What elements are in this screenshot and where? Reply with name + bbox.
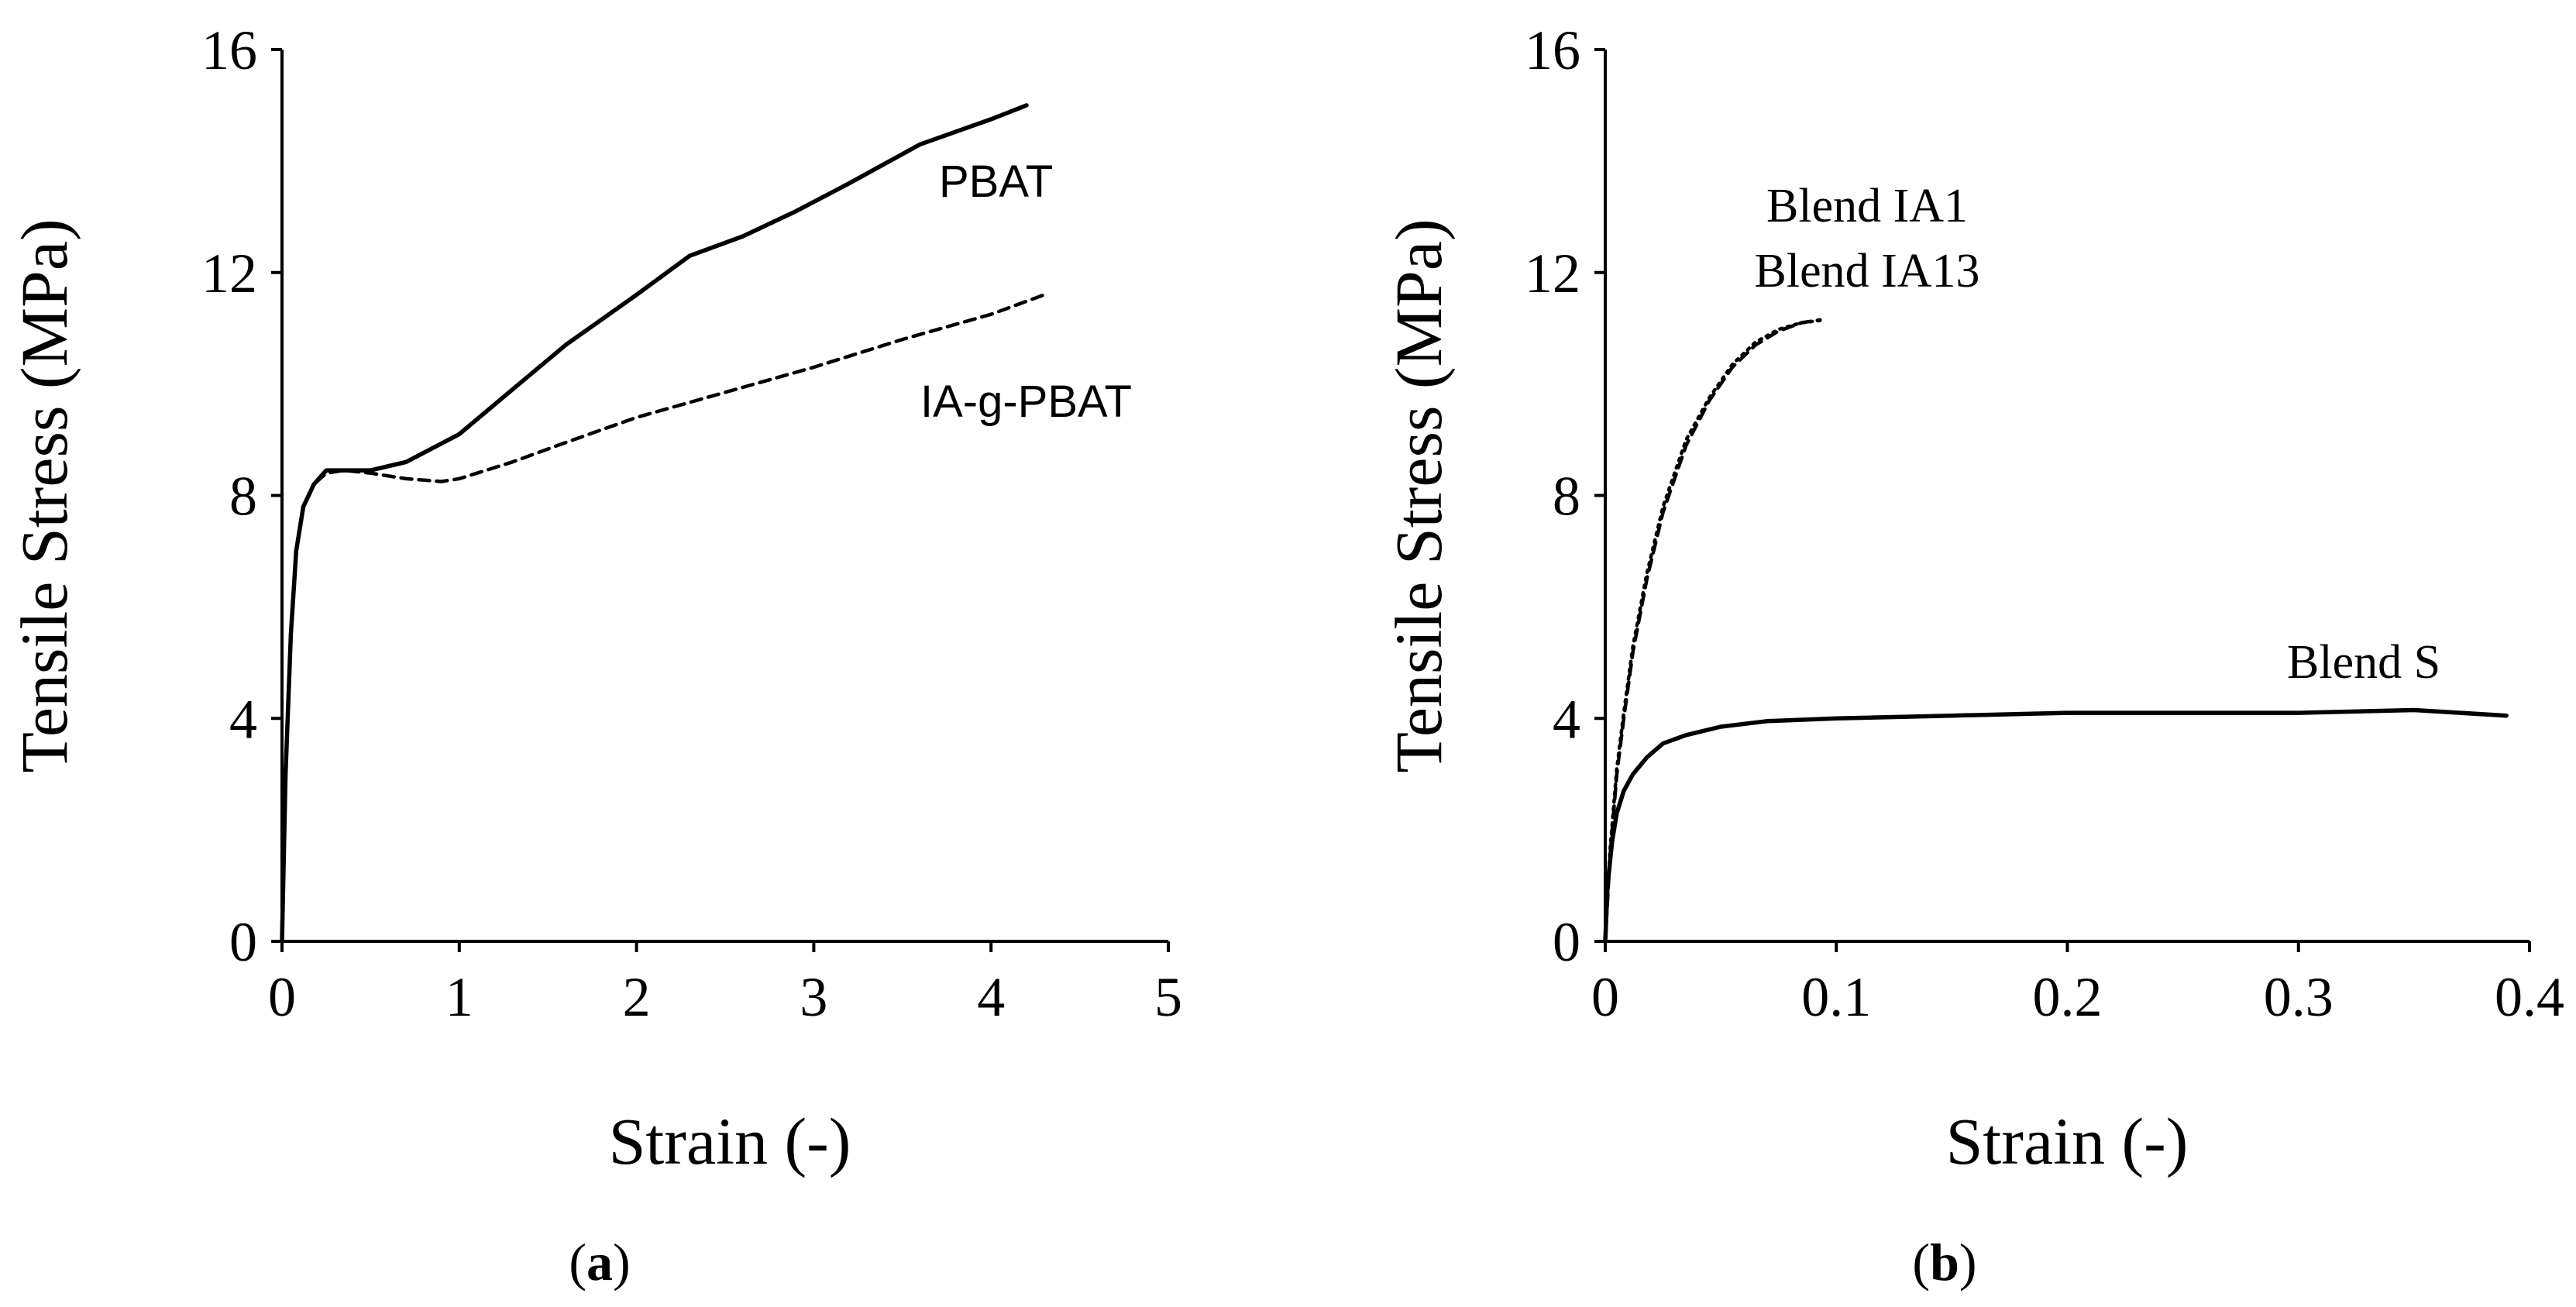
series-label-pbat: PBAT	[939, 156, 1053, 207]
panel-a-y-tick-label: 12	[201, 242, 257, 304]
series-line-blend-s	[1603, 707, 2509, 944]
panel-b-x-tick-label: 0	[1591, 966, 1619, 1028]
panel-b-y-tick-label: 16	[1525, 19, 1580, 81]
panel-a-y-tick-label: 16	[201, 19, 257, 81]
panel-b: 0 0.1 0.2 0.3 0.4 0 4 8 12 16 Tensile Stress (MPa…	[1381, 19, 2564, 1292]
series-line-pbat	[280, 103, 1029, 944]
panel-b-y-tick-label: 12	[1525, 242, 1580, 304]
panel-b-y-tick-label: 0	[1553, 911, 1580, 973]
series-label-blend-ia13: Blend IA13	[1754, 245, 1979, 298]
panel-a-label: (a)	[569, 1233, 630, 1292]
panel-b-x-tick-label: 0.4	[2495, 966, 2564, 1028]
panel-b-y-tick-label: 4	[1553, 688, 1580, 750]
series-label-blend-s: Blend S	[2287, 636, 2440, 689]
panel-a-y-tick-label: 8	[229, 466, 257, 528]
panel-a-y-tick-label: 4	[229, 688, 257, 750]
series-label-ia-g-pbat: IA-g-PBAT	[920, 377, 1132, 427]
panel-b-x-tick-label: 0.1	[1801, 966, 1871, 1028]
panel-b-ticks: 0 0.1 0.2 0.3 0.4 0 4 8 12 16	[1525, 19, 2564, 1028]
panel-b-series	[1603, 318, 2509, 944]
panel-a-x-tick-label: 0	[268, 966, 296, 1028]
panel-a-label-open-paren: (	[569, 1233, 586, 1292]
panel-b-x-tick-label: 0.3	[2264, 966, 2334, 1028]
panel-b-x-tick-label: 0.2	[2033, 966, 2103, 1028]
panel-b-label-open-paren: (	[1912, 1233, 1930, 1292]
panel-a-x-tick-label: 5	[1154, 966, 1182, 1028]
panel-b-label-close-paren: )	[1959, 1233, 1977, 1292]
panel-a-y-tick-label: 0	[229, 911, 257, 973]
series-line-blend-ia13	[1603, 318, 1827, 944]
panel-b-label-letter: b	[1930, 1233, 1959, 1292]
panel-a-x-tick-label: 4	[977, 966, 1005, 1028]
panel-a-x-tick-label: 3	[800, 966, 827, 1028]
panel-a-x-axis-title: Strain (-)	[609, 1104, 851, 1178]
panel-a-x-tick-label: 1	[445, 966, 473, 1028]
panel-b-label: (b)	[1912, 1233, 1976, 1292]
series-label-blend-ia1: Blend IA1	[1766, 180, 1968, 232]
panel-a-label-close-paren: )	[613, 1233, 631, 1292]
panel-b-y-tick-label: 8	[1553, 466, 1580, 528]
panel-a-y-axis-title: Tensile Stress (MPa)	[7, 218, 81, 772]
panel-a-x-tick-label: 2	[623, 966, 651, 1028]
panel-b-y-axis-title: Tensile Stress (MPa)	[1381, 218, 1456, 772]
panel-b-x-axis-title: Strain (-)	[1946, 1104, 2189, 1178]
series-line-ia-g-pbat	[280, 293, 1047, 944]
panel-a-series	[280, 103, 1047, 944]
panel-a-label-letter: a	[586, 1233, 613, 1292]
